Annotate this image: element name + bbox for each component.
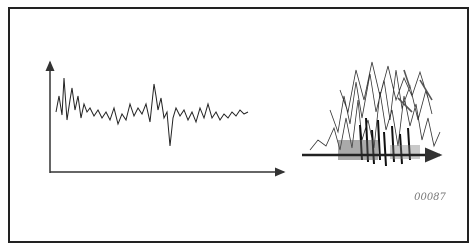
caption: 00087 (414, 192, 446, 203)
frame (9, 8, 468, 242)
page: 00087 (() => { const data = JSON.parse(d… (0, 0, 475, 251)
figure: 00087 (0, 0, 475, 251)
